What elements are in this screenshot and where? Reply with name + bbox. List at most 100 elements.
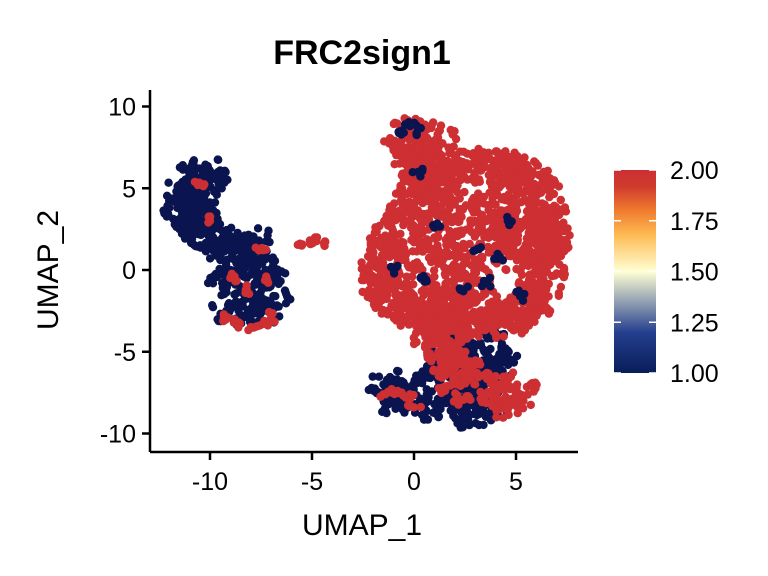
- umap-point: [268, 257, 278, 266]
- umap-point: [491, 394, 500, 403]
- umap-point: [517, 223, 526, 232]
- umap-point: [433, 405, 442, 414]
- umap-point: [497, 206, 506, 215]
- umap-point: [497, 339, 507, 348]
- y-axis-ticks: 10 5 0 -5 -10: [100, 94, 150, 449]
- umap-point: [231, 297, 241, 306]
- umap-point: [507, 199, 516, 208]
- umap-point: [543, 166, 552, 175]
- umap-point: [550, 239, 559, 248]
- umap-point: [180, 221, 190, 230]
- umap-point: [164, 178, 173, 187]
- umap-point: [391, 404, 400, 413]
- umap-point: [404, 144, 413, 153]
- umap-point: [471, 380, 480, 389]
- umap-point: [229, 247, 238, 256]
- umap-point: [378, 407, 387, 416]
- umap-point: [248, 251, 258, 260]
- umap-point: [182, 164, 191, 174]
- umap-point: [491, 302, 500, 311]
- umap-point: [465, 275, 475, 284]
- colorbar-label: 1.75: [670, 208, 719, 236]
- umap-point: [422, 321, 432, 331]
- umap-point: [540, 296, 549, 306]
- umap-point: [446, 144, 455, 154]
- umap-point: [363, 252, 373, 261]
- umap-point: [513, 409, 522, 418]
- umap-point: [435, 351, 444, 360]
- umap-point: [427, 120, 436, 130]
- umap-point: [420, 189, 430, 198]
- umap-point: [471, 178, 480, 187]
- umap-point: [481, 155, 490, 164]
- umap-point: [216, 246, 225, 255]
- umap-point: [531, 195, 540, 205]
- umap-point: [161, 208, 170, 217]
- umap-point: [527, 273, 536, 282]
- umap-point: [478, 252, 487, 262]
- umap-point: [434, 413, 443, 422]
- umap-point: [523, 206, 532, 216]
- umap-point: [451, 355, 460, 364]
- umap-point: [446, 321, 455, 330]
- umap-point: [484, 201, 493, 210]
- umap-point: [526, 281, 535, 290]
- umap-point: [488, 358, 498, 367]
- umap-point: [433, 130, 442, 139]
- umap-point: [529, 387, 538, 396]
- chart-title: FRC2sign1: [273, 34, 451, 72]
- umap-point: [393, 150, 402, 160]
- umap-point: [526, 400, 535, 410]
- umap-point: [262, 275, 272, 284]
- umap-point: [422, 385, 431, 394]
- umap-point: [470, 255, 479, 264]
- umap-point: [505, 398, 514, 407]
- umap-point: [430, 272, 439, 281]
- umap-point: [208, 301, 217, 310]
- umap-point: [387, 230, 397, 239]
- umap-point: [372, 297, 381, 306]
- umap-point: [498, 413, 508, 422]
- umap-point: [408, 247, 417, 256]
- umap-point: [371, 223, 380, 232]
- x-axis-title: UMAP_1: [302, 509, 422, 542]
- umap-point: [539, 217, 549, 226]
- umap-point: [242, 285, 251, 294]
- umap-point: [430, 298, 439, 307]
- umap-point: [491, 233, 500, 242]
- umap-point: [253, 224, 263, 233]
- umap-point: [514, 187, 523, 196]
- umap-point: [543, 185, 552, 195]
- y-tick-label: 0: [122, 257, 136, 285]
- umap-point: [474, 224, 483, 233]
- umap-point: [389, 265, 398, 275]
- umap-point: [476, 195, 485, 204]
- umap-point: [486, 164, 495, 173]
- umap-point: [462, 334, 472, 343]
- umap-point: [460, 187, 469, 197]
- umap-point: [397, 195, 406, 204]
- umap-point: [530, 255, 540, 265]
- umap-point: [271, 276, 280, 286]
- umap-point: [405, 121, 415, 131]
- x-tick-label: 5: [509, 468, 523, 496]
- umap-point: [484, 299, 493, 308]
- umap-point: [499, 243, 509, 252]
- umap-point: [426, 373, 435, 383]
- umap-point: [177, 229, 187, 238]
- x-tick-label: 0: [407, 468, 421, 496]
- umap-point: [446, 240, 455, 249]
- umap-point: [503, 216, 512, 226]
- umap-point: [459, 299, 468, 308]
- umap-point: [427, 340, 436, 349]
- umap-point: [395, 159, 404, 168]
- umap-point: [430, 193, 440, 202]
- umap-point: [399, 391, 408, 400]
- umap-point: [383, 219, 392, 228]
- umap-point: [481, 398, 491, 408]
- umap-point: [455, 206, 464, 215]
- umap-point: [450, 160, 459, 169]
- umap-point: [413, 167, 423, 177]
- umap-point: [452, 380, 461, 389]
- umap-point: [393, 386, 402, 396]
